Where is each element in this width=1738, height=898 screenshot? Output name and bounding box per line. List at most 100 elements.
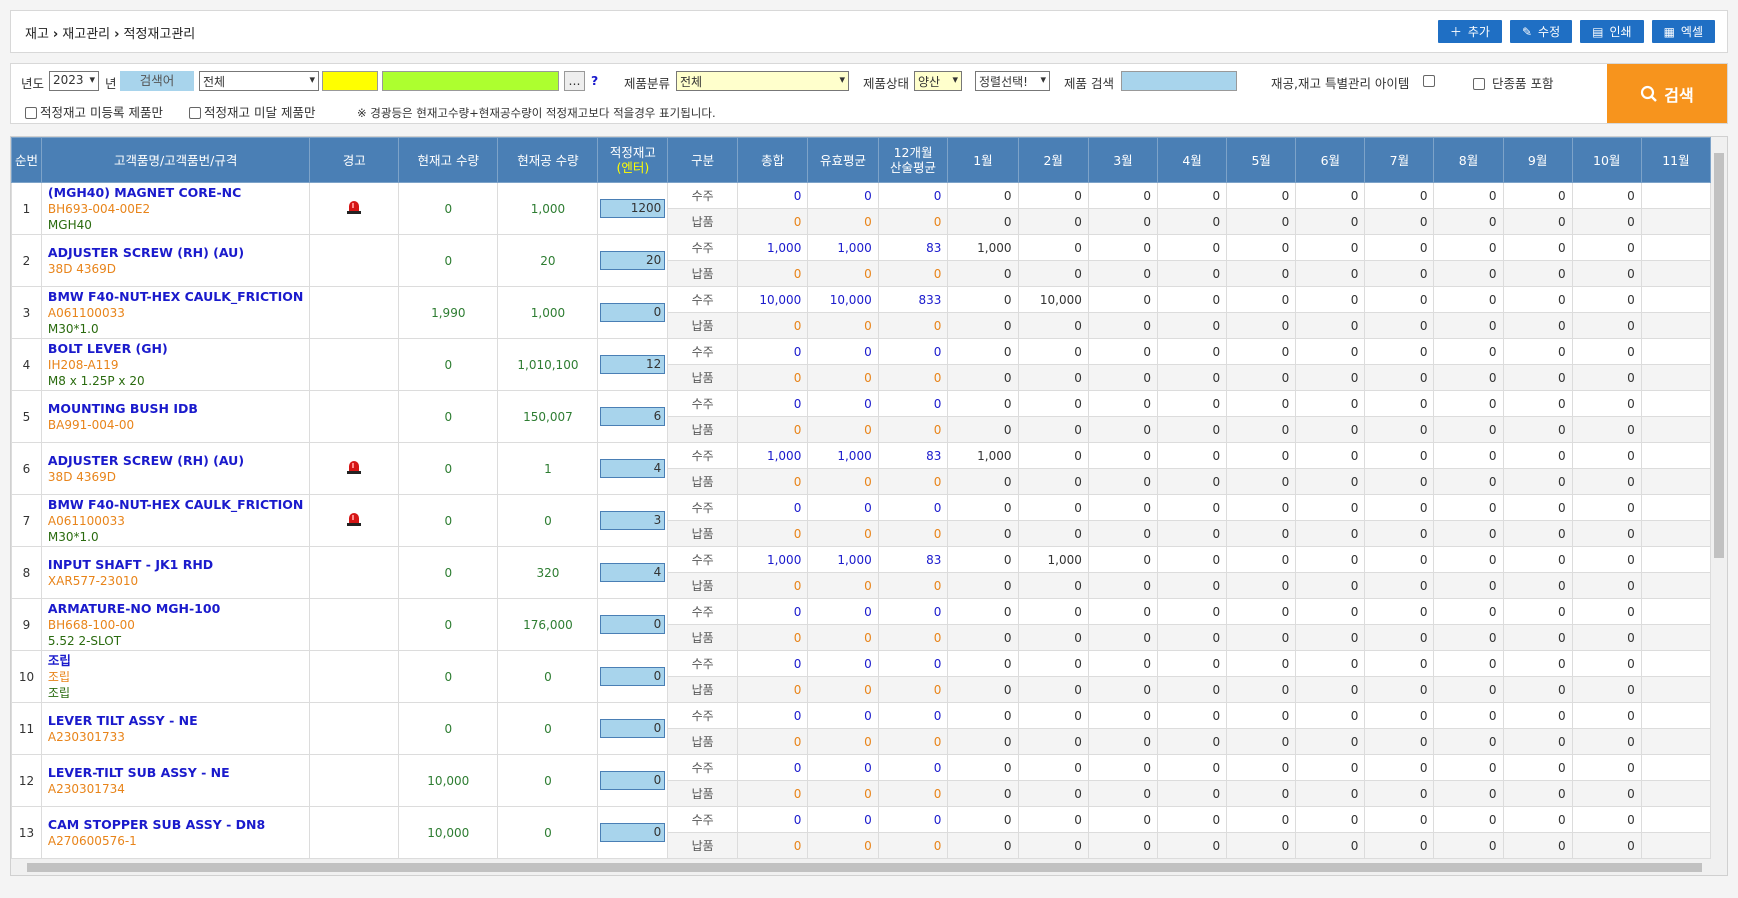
keyword-button[interactable]: 검색어	[120, 71, 194, 91]
value: 0	[1571, 494, 1642, 521]
value: 0	[1226, 364, 1297, 391]
excel-button[interactable]: ▦ 엑셀	[1651, 20, 1715, 43]
year-select[interactable]: 2023	[49, 71, 99, 91]
scroll-thumb[interactable]	[27, 863, 1702, 872]
print-button[interactable]: ▤ 인쇄	[1580, 20, 1644, 43]
header-text: 11월	[1662, 152, 1690, 168]
product-code: A061100033	[47, 513, 125, 528]
checkbox[interactable]	[1423, 75, 1435, 87]
value: 0	[736, 650, 809, 677]
value: 0	[877, 806, 949, 833]
product-code: XAR577-23010	[47, 573, 139, 588]
scroll-thumb[interactable]	[1714, 153, 1724, 558]
optimal-input[interactable]: 0	[600, 823, 666, 842]
value: 0	[1087, 598, 1159, 625]
warning-cell	[309, 182, 400, 235]
optimal-input[interactable]: 0	[600, 615, 666, 634]
keyword-select[interactable]: 전체	[199, 71, 319, 91]
checkbox[interactable]	[189, 107, 201, 119]
label: 엑셀	[1680, 25, 1703, 39]
name-input[interactable]	[382, 71, 559, 91]
header-text: 12개월	[893, 145, 933, 160]
value: 0	[1087, 780, 1159, 807]
value: 0	[1502, 702, 1573, 729]
optimal-input[interactable]: 1200	[600, 199, 666, 218]
value: 0	[1017, 442, 1089, 469]
status-select[interactable]: 양산	[914, 71, 962, 91]
discontinued-option[interactable]: 단종품 포함	[1473, 73, 1553, 92]
wip: 0	[497, 806, 599, 859]
value: 0	[1502, 754, 1573, 781]
value: 0	[1226, 286, 1297, 313]
add-button[interactable]: ＋ 추가	[1437, 20, 1502, 43]
optimal-cell: 0	[597, 650, 669, 703]
unregistered-option[interactable]: 적정재고 미등록 제품만	[25, 102, 163, 121]
value: 0	[1017, 624, 1089, 651]
row-number: 3	[11, 286, 42, 339]
label: 적정재고 미등록 제품만	[40, 105, 163, 120]
crumb[interactable]: 재고관리	[62, 27, 111, 42]
value: 0	[877, 754, 949, 781]
value: 0	[1571, 182, 1642, 209]
header-text: 9월	[1527, 152, 1548, 168]
stock: 0	[398, 650, 499, 703]
value: 0	[877, 390, 949, 417]
product-name: BMW F40-NUT-HEX CAULK_FRICTION	[47, 496, 304, 512]
value: 0	[1364, 208, 1435, 235]
sort-select[interactable]: 정렬선택!	[975, 71, 1050, 91]
checkbox[interactable]	[25, 107, 37, 119]
value: 0	[736, 182, 809, 209]
optimal-input[interactable]: 20	[600, 251, 666, 270]
optimal-input[interactable]: 0	[600, 719, 666, 738]
search-button[interactable]: 검색	[1607, 64, 1727, 123]
optimal-input[interactable]: 4	[600, 459, 666, 478]
help[interactable]: ?	[591, 73, 599, 88]
value: 833	[877, 286, 949, 313]
optimal-input[interactable]: 0	[600, 303, 666, 322]
horizontal-scrollbar[interactable]	[11, 859, 1727, 875]
crumb[interactable]: 재고	[25, 27, 49, 42]
value	[1640, 650, 1711, 677]
value: 0	[1433, 468, 1504, 495]
more-button[interactable]: ...	[564, 71, 585, 91]
edit-button[interactable]: ✎ 수정	[1509, 20, 1573, 43]
optimal-input[interactable]: 3	[600, 511, 666, 530]
sub-label: 납품	[667, 520, 738, 547]
value: 0	[736, 728, 809, 755]
value	[1640, 338, 1711, 365]
value: 0	[1571, 702, 1642, 729]
value: 0	[1087, 416, 1159, 443]
value: 0	[736, 806, 809, 833]
optimal-input[interactable]: 12	[600, 355, 666, 374]
product-search-input[interactable]	[1121, 71, 1237, 91]
code-input[interactable]	[322, 71, 378, 91]
product-name: ARMATURE-NO MGH-100	[47, 600, 221, 616]
value	[1640, 676, 1711, 703]
value: 0	[807, 182, 879, 209]
column-header: 8월	[1433, 137, 1504, 183]
vertical-scrollbar[interactable]	[1711, 137, 1727, 859]
sub-label: 수주	[667, 442, 738, 469]
optimal-input[interactable]: 4	[600, 563, 666, 582]
header-text: 구분	[691, 152, 715, 168]
value: 0	[877, 494, 949, 521]
optimal-input[interactable]: 6	[600, 407, 666, 426]
column-header: 1월	[947, 137, 1019, 183]
value: 0	[736, 416, 809, 443]
value	[1640, 520, 1711, 547]
value: 0	[736, 468, 809, 495]
optimal-input[interactable]: 0	[600, 667, 666, 686]
value: 83	[877, 234, 949, 261]
value: 0	[1157, 728, 1228, 755]
value: 0	[1364, 260, 1435, 287]
optimal-input[interactable]: 0	[600, 771, 666, 790]
label: 검색	[1664, 85, 1694, 105]
category-select[interactable]: 전체	[676, 71, 849, 91]
special-checkbox[interactable]	[1423, 73, 1438, 88]
value: 0	[1571, 364, 1642, 391]
value: 0	[807, 338, 879, 365]
product-name: 조립	[47, 652, 71, 668]
shortage-option[interactable]: 적정재고 미달 제품만	[189, 102, 315, 121]
checkbox[interactable]	[1473, 78, 1485, 90]
value: 0	[736, 338, 809, 365]
